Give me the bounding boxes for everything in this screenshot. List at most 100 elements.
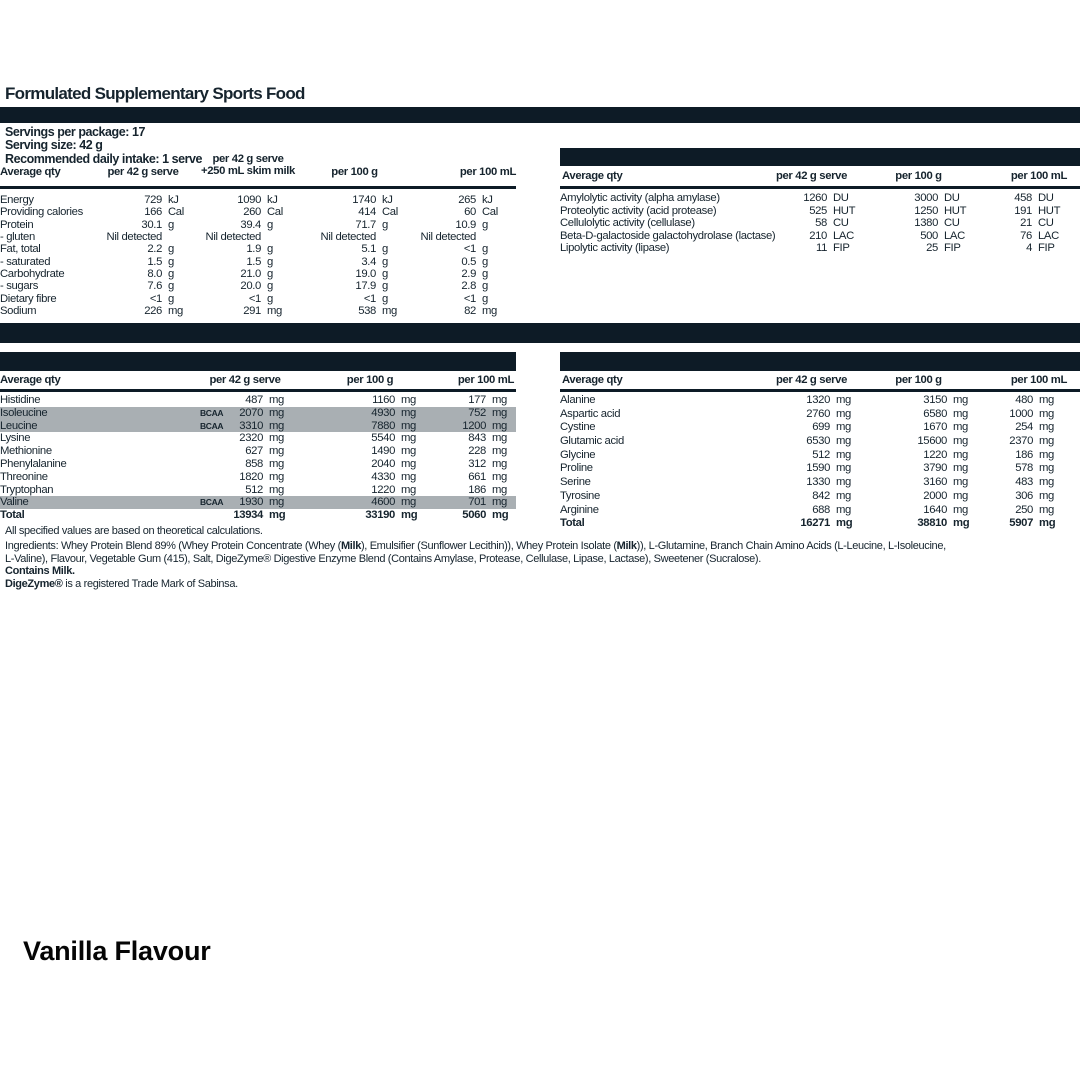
value-cell: 17.9: [355, 280, 376, 293]
unit-cell: CU: [944, 217, 960, 229]
value-cell: 228: [468, 445, 486, 458]
unit-cell: mg: [492, 406, 507, 419]
row-label: Tyrosine: [560, 489, 600, 502]
value-cell: 25: [926, 242, 938, 254]
unit-cell: g: [168, 255, 174, 268]
nutrition-table: Average qty per 42 g serve per 42 g serve +…: [0, 153, 516, 323]
avg-qty-header: Average qty: [562, 374, 623, 386]
unit-cell: mg: [953, 489, 968, 502]
value-cell: 2.2: [147, 243, 162, 256]
unit-cell: LAC: [944, 229, 965, 242]
unit-cell: mg: [401, 496, 416, 509]
unit-cell: mg: [401, 394, 416, 406]
unit-cell: kJ: [168, 194, 179, 206]
unit-cell: mg: [168, 305, 183, 318]
value-cell: 1.5: [246, 255, 261, 268]
value-cell: 1490: [371, 445, 395, 458]
row-label: Methionine: [0, 445, 52, 458]
value-cell: 5.1: [361, 243, 376, 256]
unit-cell: mg: [836, 421, 851, 434]
col-per-100g: per 100 g: [895, 374, 942, 386]
unit-cell: g: [482, 218, 488, 231]
unit-cell: mg: [492, 509, 509, 522]
text-segment: ), Emulsifier (Sunflower Lecithin)), Whe…: [360, 540, 617, 552]
row-label: Proline: [560, 462, 593, 475]
unit-cell: mg: [401, 445, 416, 458]
col-per-serve: per 42 g serve: [107, 166, 179, 178]
row-label: Energy: [0, 194, 34, 206]
value-cell: 2320: [239, 432, 263, 445]
ingredients-line-1: Ingredients: Whey Protein Blend 89% (Whe…: [5, 540, 1075, 553]
value-cell: 3790: [923, 462, 947, 475]
unit-cell: FIP: [944, 242, 961, 254]
unit-cell: mg: [269, 496, 284, 509]
value-cell: 5540: [371, 432, 395, 445]
unit-cell: mg: [267, 305, 282, 318]
unit-cell: FIP: [1038, 242, 1055, 254]
essential-amino-header-bar: [0, 352, 516, 371]
trademark-segment: is a registered Trade Mark of Sabinsa.: [62, 578, 238, 590]
value-cell: 627: [245, 445, 263, 458]
text-segment: Ingredients: Whey Protein Blend 89% (Whe…: [5, 540, 341, 552]
bcaa-tag: BCAA: [200, 420, 224, 431]
avg-qty-header: Average qty: [0, 166, 61, 178]
unit-cell: DU: [833, 192, 849, 204]
col-per-100g: per 100 g: [895, 170, 942, 182]
value-cell: 2.9: [461, 268, 476, 281]
trademark-segment: DigeZyme®: [5, 578, 63, 590]
value-cell: 701: [468, 496, 486, 509]
value-cell: 1930: [239, 496, 263, 509]
unit-cell: mg: [953, 448, 968, 461]
unit-cell: mg: [401, 432, 416, 445]
row-label: Lysine: [0, 432, 31, 445]
unit-cell: mg: [269, 432, 284, 445]
unit-cell: g: [382, 243, 388, 256]
ingredients-text: Ingredients: Whey Protein Blend 89% (Whe…: [5, 540, 1075, 565]
unit-cell: mg: [492, 470, 507, 483]
row-label: - gluten: [0, 231, 35, 244]
table-row: Carbohydrate 8.0 g 21.0 g 19.0 g 2.9 g: [0, 268, 516, 280]
value-cell: 3150: [923, 394, 947, 406]
table-row: Cellulolytic activity (cellulase) 58 CU 138…: [560, 217, 1067, 230]
col-per-100ml: per 100 mL: [459, 166, 517, 178]
value-cell: 4: [1026, 242, 1032, 254]
unit-cell: mg: [953, 421, 968, 434]
value-cell: 1590: [806, 462, 830, 475]
bcaa-tag: BCAA: [200, 407, 224, 418]
row-label: Sodium: [0, 305, 37, 318]
table-row: Phenylalanine 858 mg 2040 mg 312 mg: [0, 458, 516, 471]
unit-cell: [162, 231, 198, 243]
ingredients-line-2: L-Valine), Flavour, Vegetable Gum (415),…: [5, 553, 1075, 566]
value-cell: 843: [468, 432, 486, 445]
row-label: Amylolytic activity (alpha amylase): [560, 192, 720, 204]
value-cell: 1740: [352, 194, 376, 206]
value-cell: 13934: [233, 509, 263, 522]
unit-cell: mg: [836, 489, 851, 502]
value-cell: 6530: [806, 435, 830, 448]
col-per-serve-milk: per 42 g serve +250 mL skim milk: [193, 153, 303, 177]
unit-cell: mg: [836, 517, 853, 530]
essential-amino-header-rule: [0, 389, 516, 392]
value-cell: 525: [809, 204, 827, 217]
value-cell: Nil detected: [420, 231, 477, 244]
unit-cell: mg: [1039, 462, 1054, 475]
table-row: Tryptophan 512 mg 1220 mg 186 mg: [0, 484, 516, 497]
unit-cell: mg: [482, 305, 497, 318]
value-cell: 306: [1015, 489, 1033, 502]
value-cell: 210: [809, 229, 827, 242]
bcaa-tag: [200, 484, 222, 497]
unit-cell: mg: [836, 435, 851, 448]
value-cell: 2.8: [461, 280, 476, 293]
value-cell: 60: [464, 206, 476, 219]
row-label: Fat, total: [0, 243, 41, 256]
value-cell: 4330: [371, 470, 395, 483]
unit-cell: g: [382, 268, 388, 281]
essential-amino-table: Average qty per 42 g serve per 100 g per 10…: [0, 352, 516, 527]
unit-cell: LAC: [833, 229, 854, 242]
unit-cell: mg: [401, 419, 416, 432]
unit-cell: g: [168, 218, 174, 231]
unit-cell: g: [482, 243, 488, 256]
unit-cell: mg: [1039, 421, 1054, 434]
serving-info: Servings per package: 17 Serving size: 4…: [5, 125, 202, 166]
value-cell: 1250: [914, 204, 938, 217]
